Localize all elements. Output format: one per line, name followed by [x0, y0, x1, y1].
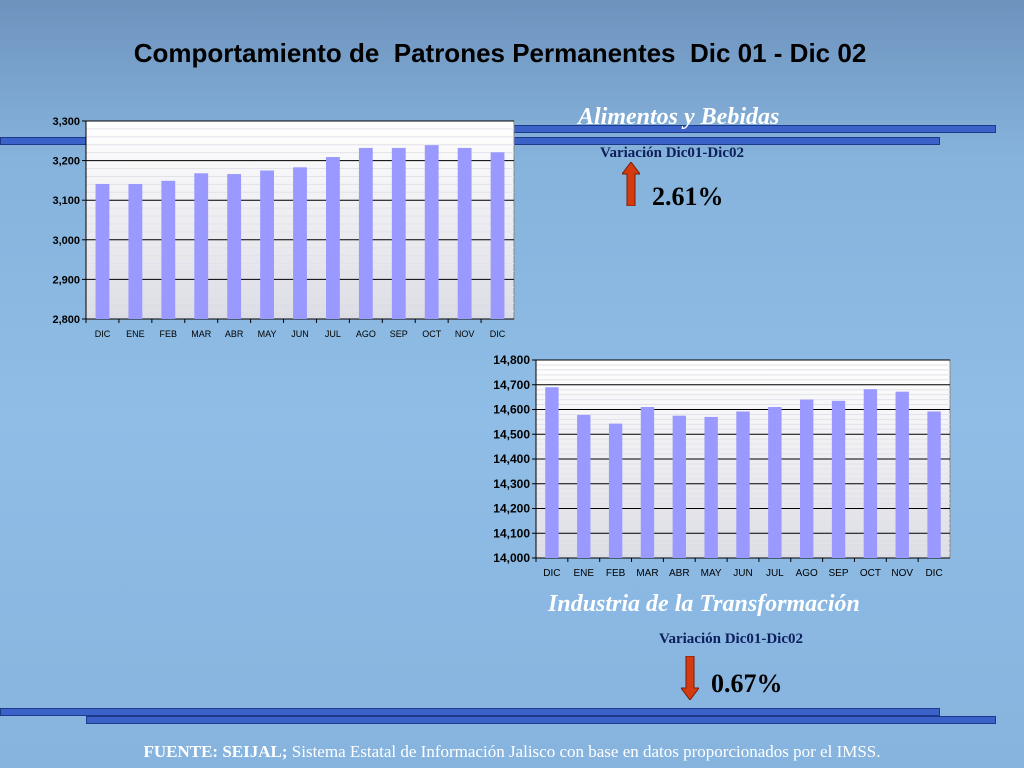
y-tick-label: 3,300: [52, 116, 80, 128]
x-tick-label: AGO: [356, 329, 376, 339]
bar: [358, 147, 373, 319]
y-tick-label: 14,200: [493, 502, 530, 516]
bar: [490, 152, 505, 319]
y-tick-label: 14,000: [493, 551, 530, 565]
x-tick-label: JUN: [733, 568, 752, 579]
x-tick-label: FEB: [160, 329, 178, 339]
bar: [424, 145, 439, 319]
bar: [128, 183, 143, 319]
variation-value-industria: 0.67%: [711, 669, 783, 698]
bar: [95, 183, 110, 319]
bar: [736, 411, 750, 558]
bar: [800, 399, 814, 558]
bar: [768, 407, 782, 558]
bottom-accent-line-1: [0, 708, 940, 716]
x-tick-label: MAR: [636, 568, 658, 579]
x-tick-label: DIC: [95, 329, 111, 339]
x-tick-label: JUN: [291, 329, 309, 339]
x-tick-label: OCT: [860, 568, 881, 579]
x-tick-label: ABR: [669, 568, 690, 579]
y-tick-label: 14,700: [493, 378, 530, 392]
bar: [704, 416, 718, 558]
variation-value-alimentos: 2.61%: [652, 182, 724, 211]
y-tick-label: 14,400: [493, 452, 530, 466]
chart-alimentos: 2,800 2,900 3,000 3,100 3,200 3,300 DIC ENE FEB M…: [30, 110, 530, 350]
panel-title-industria: Industria de la Transformación: [548, 591, 860, 617]
x-tick-label: ABR: [225, 329, 244, 339]
bar: [194, 173, 209, 319]
footer-source-text: Sistema Estatal de Información Jalisco c…: [287, 742, 881, 761]
chart-industria-svg: 14,000 14,100 14,200 14,300 14,400 14,500 14,6…: [493, 353, 951, 579]
x-tick-label: NOV: [891, 568, 913, 579]
x-tick-label: MAY: [258, 329, 277, 339]
down-arrow-icon: [681, 656, 699, 700]
bar: [927, 411, 941, 558]
x-tick-label: ENE: [126, 329, 145, 339]
panel-title-alimentos: Alimentos y Bebidas: [578, 104, 780, 130]
y-tick-label: 14,500: [493, 427, 530, 441]
x-tick-label: DIC: [490, 329, 506, 339]
slide-title: Comportamiento de Patrones Permanentes D…: [133, 38, 867, 68]
bar: [640, 407, 655, 558]
bar: [577, 414, 591, 558]
x-tick-label: MAY: [701, 568, 722, 579]
x-tick-label: ENE: [573, 568, 594, 579]
bar: [672, 415, 686, 558]
bar: [545, 387, 559, 558]
bar: [227, 174, 242, 319]
bar: [391, 147, 406, 319]
x-tick-label: OCT: [422, 329, 442, 339]
y-tick-label: 3,000: [52, 235, 80, 247]
y-tick-label: 14,100: [493, 526, 530, 540]
y-tick-label: 14,300: [493, 477, 530, 491]
bar: [326, 157, 340, 319]
bar: [260, 170, 274, 319]
x-tick-label: FEB: [606, 568, 626, 579]
chart-industria: 14,000 14,100 14,200 14,300 14,400 14,500 14,6…: [475, 350, 965, 590]
bottom-accent-line-2: [86, 716, 996, 724]
y-tick-label: 3,200: [52, 156, 80, 168]
x-tick-label: SEP: [390, 329, 408, 339]
up-arrow-icon: [622, 162, 640, 206]
chart-alimentos-svg: 2,800 2,900 3,000 3,100 3,200 3,300 DIC ENE FEB M…: [52, 116, 515, 339]
bar: [457, 147, 472, 319]
bar: [161, 180, 176, 319]
bar: [863, 389, 878, 558]
footer-source: FUENTE: SEIJAL; Sistema Estatal de Infor…: [0, 742, 1024, 762]
x-tick-label: SEP: [829, 568, 849, 579]
x-tick-label: DIC: [543, 568, 560, 579]
footer-source-label: FUENTE: SEIJAL;: [143, 742, 288, 761]
y-tick-label: 14,800: [493, 353, 530, 367]
y-tick-label: 3,100: [52, 195, 80, 207]
y-tick-label: 14,600: [493, 403, 530, 417]
bar: [895, 391, 909, 558]
y-tick-label: 2,800: [52, 314, 80, 326]
bar: [608, 423, 623, 558]
x-tick-label: MAR: [191, 329, 212, 339]
bar: [293, 167, 307, 319]
x-tick-label: AGO: [796, 568, 818, 579]
variation-label-alimentos: Variación Dic01-Dic02: [600, 145, 745, 161]
y-tick-label: 2,900: [52, 274, 80, 286]
x-tick-label: DIC: [925, 568, 942, 579]
bar: [831, 400, 846, 558]
x-tick-label: JUL: [325, 329, 341, 339]
x-tick-label: JUL: [766, 568, 784, 579]
x-tick-label: NOV: [455, 329, 475, 339]
variation-label-industria: Variación Dic01-Dic02: [659, 631, 804, 647]
